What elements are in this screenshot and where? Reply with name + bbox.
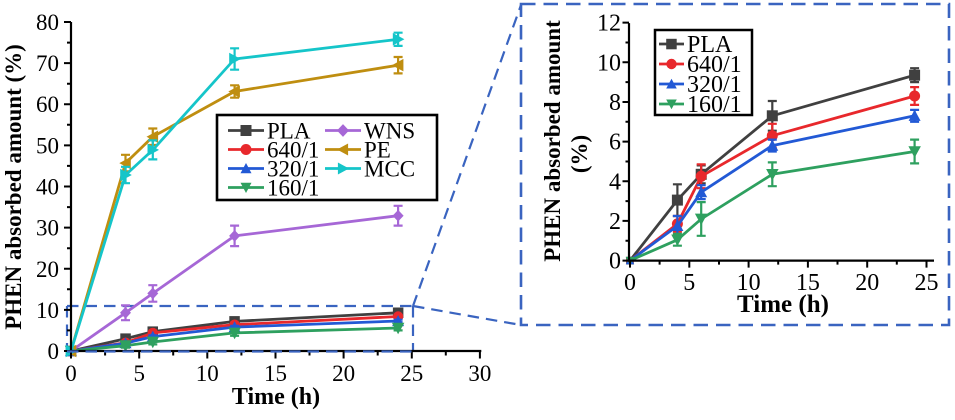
svg-text:0: 0 <box>48 339 60 364</box>
svg-text:5: 5 <box>683 270 695 296</box>
svg-text:8: 8 <box>609 90 621 116</box>
svg-text:10: 10 <box>36 298 59 323</box>
svg-text:15: 15 <box>796 270 820 296</box>
svg-text:5: 5 <box>133 361 145 386</box>
svg-text:6: 6 <box>609 130 621 156</box>
svg-text:PLA: PLA <box>267 119 311 144</box>
svg-text:160/1: 160/1 <box>687 92 742 118</box>
svg-text:PHEN absorbed amount: PHEN absorbed amount <box>540 20 565 262</box>
svg-text:640/1: 640/1 <box>267 138 319 163</box>
svg-text:4: 4 <box>609 169 621 195</box>
svg-text:PLA: PLA <box>687 32 733 58</box>
svg-text:PE: PE <box>364 138 391 163</box>
svg-text:Time (h): Time (h) <box>232 384 320 410</box>
svg-text:640/1: 640/1 <box>687 52 742 78</box>
svg-text:320/1: 320/1 <box>267 157 319 182</box>
svg-text:0: 0 <box>624 270 636 296</box>
svg-text:30: 30 <box>36 216 59 241</box>
svg-text:70: 70 <box>36 51 59 76</box>
svg-text:25: 25 <box>400 361 423 386</box>
svg-text:160/1: 160/1 <box>267 176 319 201</box>
svg-text:20: 20 <box>332 361 355 386</box>
svg-text:15: 15 <box>264 361 287 386</box>
svg-text:80: 80 <box>36 10 59 35</box>
svg-text:PHEN absorbed amount (%): PHEN absorbed amount (%) <box>1 44 26 330</box>
svg-text:0: 0 <box>65 361 77 386</box>
svg-text:20: 20 <box>36 257 59 282</box>
svg-text:0: 0 <box>609 249 621 275</box>
svg-text:40: 40 <box>36 175 59 200</box>
svg-text:60: 60 <box>36 92 59 117</box>
svg-text:(%): (%) <box>567 135 592 173</box>
svg-text:10: 10 <box>737 270 761 296</box>
svg-text:12: 12 <box>597 11 621 37</box>
svg-text:2: 2 <box>609 209 621 235</box>
svg-text:30: 30 <box>468 361 491 386</box>
svg-text:MCC: MCC <box>364 157 415 182</box>
svg-text:20: 20 <box>855 270 879 296</box>
svg-text:25: 25 <box>915 270 939 296</box>
svg-text:320/1: 320/1 <box>687 72 742 98</box>
svg-text:10: 10 <box>196 361 219 386</box>
svg-text:Time (h): Time (h) <box>737 291 829 318</box>
svg-text:WNS: WNS <box>364 119 415 144</box>
svg-text:50: 50 <box>36 133 59 158</box>
svg-text:10: 10 <box>597 50 621 76</box>
